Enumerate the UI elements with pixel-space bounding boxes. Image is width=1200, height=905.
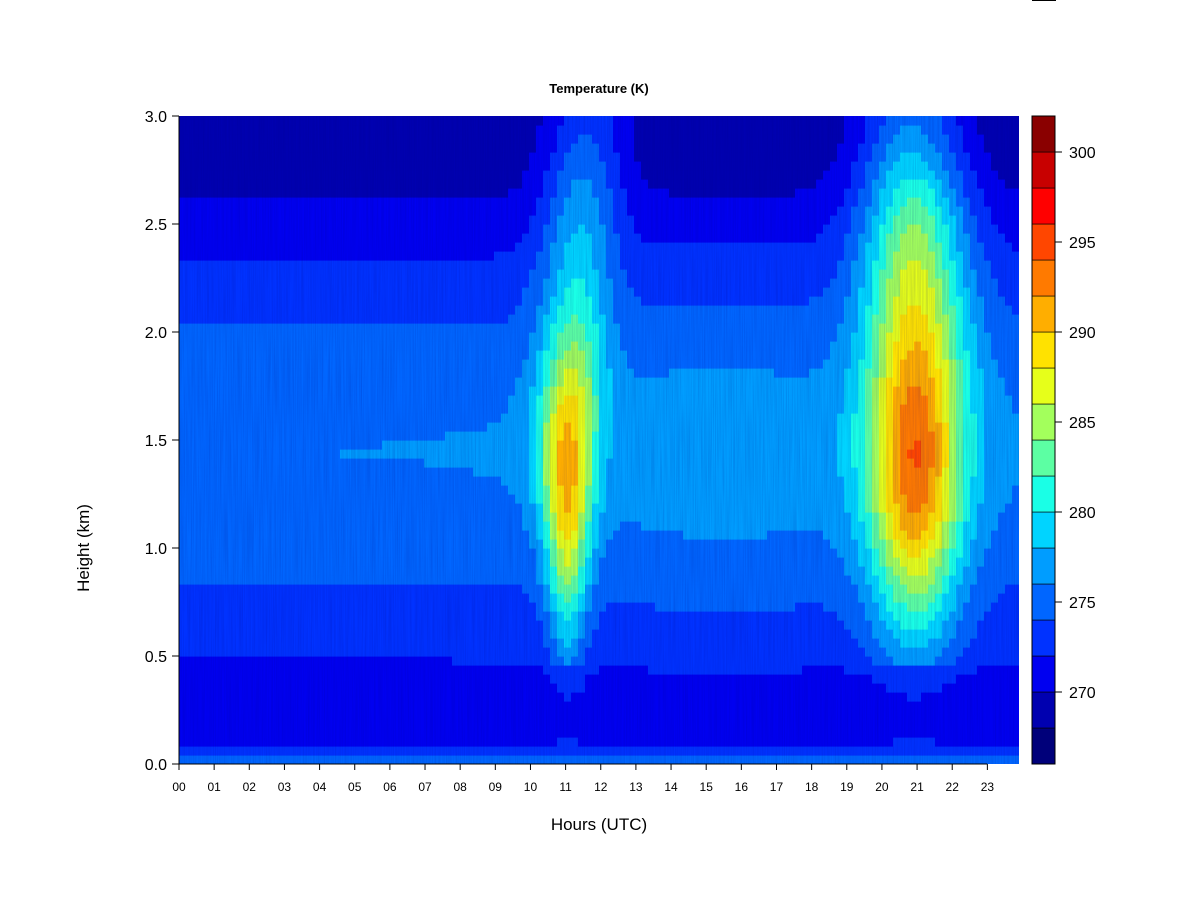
chart-title: Temperature (K) <box>549 81 648 96</box>
